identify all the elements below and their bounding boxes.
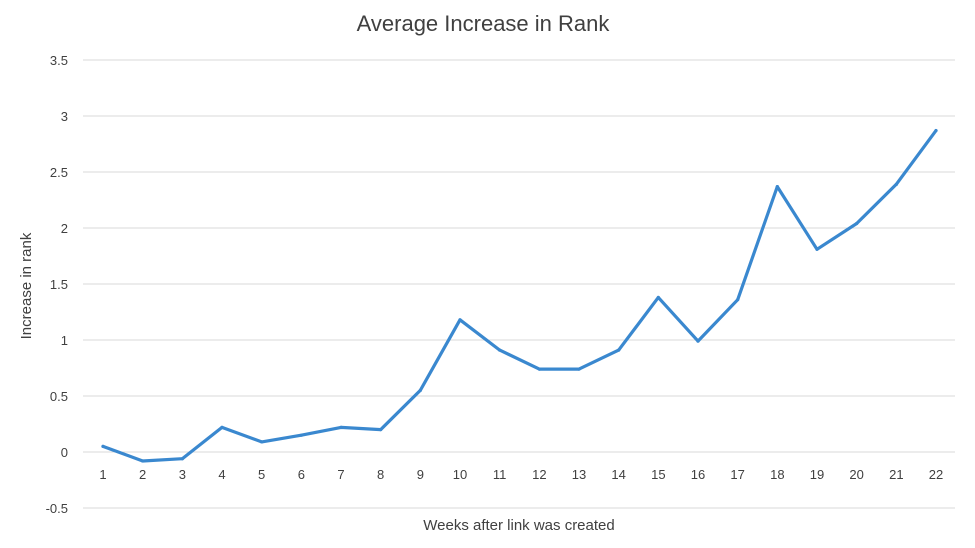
x-tick-label: 12 xyxy=(532,467,546,482)
x-tick-label: 19 xyxy=(810,467,824,482)
x-tick-label: 6 xyxy=(298,467,305,482)
data-point xyxy=(537,367,541,371)
data-point xyxy=(656,295,660,300)
data-point xyxy=(894,182,898,186)
gridlines xyxy=(83,59,955,509)
chart-title: Average Increase in Rank xyxy=(357,11,611,36)
data-point xyxy=(458,318,462,322)
x-tick-label: 2 xyxy=(139,467,146,482)
y-tick-label: 1.5 xyxy=(50,277,68,292)
data-point xyxy=(617,348,621,352)
x-tick-label: 21 xyxy=(889,467,903,482)
y-axis-ticks: 3.5 3 2.5 2 1.5 1 0.5 0 -0.5 xyxy=(46,53,68,516)
data-point xyxy=(775,184,779,189)
x-tick-label: 1 xyxy=(99,467,106,482)
y-tick-label: 3 xyxy=(61,109,68,124)
data-point xyxy=(815,247,819,251)
x-tick-label: 14 xyxy=(611,467,625,482)
data-point xyxy=(855,221,859,226)
data-point xyxy=(696,339,700,343)
x-tick-label: 11 xyxy=(493,467,507,482)
data-point xyxy=(299,433,303,437)
data-point xyxy=(101,444,105,448)
y-tick-label: 1 xyxy=(61,333,68,348)
x-tick-label: 16 xyxy=(691,467,705,482)
data-point xyxy=(339,425,343,429)
data-point xyxy=(934,128,938,133)
data-point xyxy=(498,348,502,352)
data-point xyxy=(180,457,184,461)
x-tick-label: 10 xyxy=(453,467,467,482)
y-tick-label: 0.5 xyxy=(50,389,68,404)
y-tick-label: 3.5 xyxy=(50,53,68,68)
series-layer xyxy=(101,128,938,463)
x-tick-label: 8 xyxy=(377,467,384,482)
data-point xyxy=(577,367,581,371)
y-axis-label: Increase in rank xyxy=(18,232,35,339)
x-tick-label: 22 xyxy=(929,467,943,482)
series-line xyxy=(101,129,938,463)
y-tick-label: 2.5 xyxy=(50,165,68,180)
x-tick-label: 5 xyxy=(258,467,265,482)
data-point xyxy=(260,440,264,444)
x-tick-label: 18 xyxy=(770,467,784,482)
x-axis-ticks: 1 2 3 4 5 6 7 8 9 10 11 12 13 14 15 16 17 18 19 20 21 22 xyxy=(99,467,943,482)
x-tick-label: 13 xyxy=(572,467,586,482)
data-point xyxy=(141,459,145,463)
data-point xyxy=(736,298,740,302)
data-point xyxy=(418,388,422,392)
x-tick-label: 9 xyxy=(417,467,424,482)
y-tick-label: 0 xyxy=(61,445,68,460)
y-tick-label: 2 xyxy=(61,221,68,236)
x-tick-label: 7 xyxy=(337,467,344,482)
y-tick-label: -0.5 xyxy=(46,501,68,516)
data-point xyxy=(220,425,224,429)
x-tick-label: 3 xyxy=(179,467,186,482)
x-tick-label: 20 xyxy=(849,467,863,482)
x-tick-label: 15 xyxy=(651,467,665,482)
data-point xyxy=(379,428,383,432)
x-tick-label: 17 xyxy=(730,467,744,482)
x-tick-label: 4 xyxy=(218,467,225,482)
x-axis-label: Weeks after link was created xyxy=(423,517,614,534)
